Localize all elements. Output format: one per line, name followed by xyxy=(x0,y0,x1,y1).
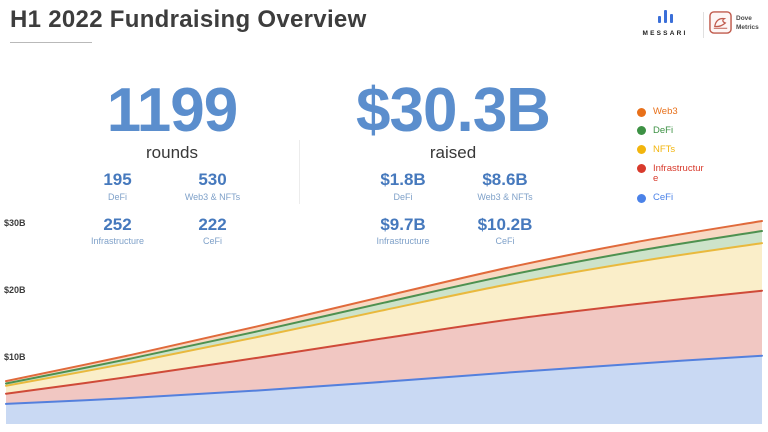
dove-wordmark: Dove Metrics xyxy=(736,15,759,31)
rounds-hero: 1199 rounds xyxy=(62,80,282,163)
dove-metrics-logo: Dove Metrics xyxy=(709,11,759,34)
legend-item-cefi: CeFi xyxy=(637,192,707,203)
rounds-breakdown: 195 DeFi 530 Web3 & NFTs 252 Infrastruct… xyxy=(70,170,260,247)
legend-item-nfts: NFTs xyxy=(637,144,707,155)
legend-dot-infrastructure xyxy=(637,164,646,174)
stacked-area-chart xyxy=(5,220,763,424)
page-title: H1 2022 Fundraising Overview xyxy=(10,6,367,33)
stat-raised-cefi: $10.2B CeFi xyxy=(477,214,533,247)
stat-rounds-defi: 195 DeFi xyxy=(103,170,132,202)
raised-hero: $30.3B raised xyxy=(333,80,573,163)
chart-legend: Web3 DeFi NFTs Infrastructure CeFi xyxy=(637,106,707,212)
raised-caption: raised xyxy=(429,143,477,162)
messari-logo: MESSARI xyxy=(634,10,696,37)
legend-item-infrastructure: Infrastructure xyxy=(637,163,707,185)
raised-total: $30.3B xyxy=(356,76,551,145)
y-axis-tick-30b: $30B xyxy=(4,218,26,228)
messari-wordmark: MESSARI xyxy=(642,30,688,37)
logo-divider xyxy=(703,12,704,38)
legend-dot-defi xyxy=(637,126,646,136)
stats-divider xyxy=(299,140,300,204)
raised-breakdown: $1.8B DeFi $8.6B Web3 & NFTs $9.7B Infra… xyxy=(352,170,556,247)
messari-icon xyxy=(657,10,673,23)
stat-rounds-infrastructure: 252 Infrastructure xyxy=(90,214,145,247)
rounds-total: 1199 xyxy=(106,76,239,145)
legend-item-web3: Web3 xyxy=(637,106,707,117)
stat-raised-defi: $1.8B DeFi xyxy=(380,170,426,202)
dove-icon xyxy=(709,11,732,34)
legend-dot-web3 xyxy=(637,107,646,117)
y-axis-tick-10b: $10B xyxy=(4,352,26,362)
stat-rounds-cefi: 222 CeFi xyxy=(198,214,227,247)
title-underline xyxy=(10,42,92,43)
stat-raised-infrastructure: $9.7B Infrastructure xyxy=(376,214,430,247)
legend-dot-cefi xyxy=(637,193,646,203)
legend-dot-nfts xyxy=(637,145,646,155)
y-axis-tick-20b: $20B xyxy=(4,285,26,295)
rounds-caption: rounds xyxy=(146,143,198,162)
stat-rounds-web3-nfts: 530 Web3 & NFTs xyxy=(184,170,241,202)
legend-item-defi: DeFi xyxy=(637,125,707,136)
stat-raised-web3-nfts: $8.6B Web3 & NFTs xyxy=(477,170,533,202)
